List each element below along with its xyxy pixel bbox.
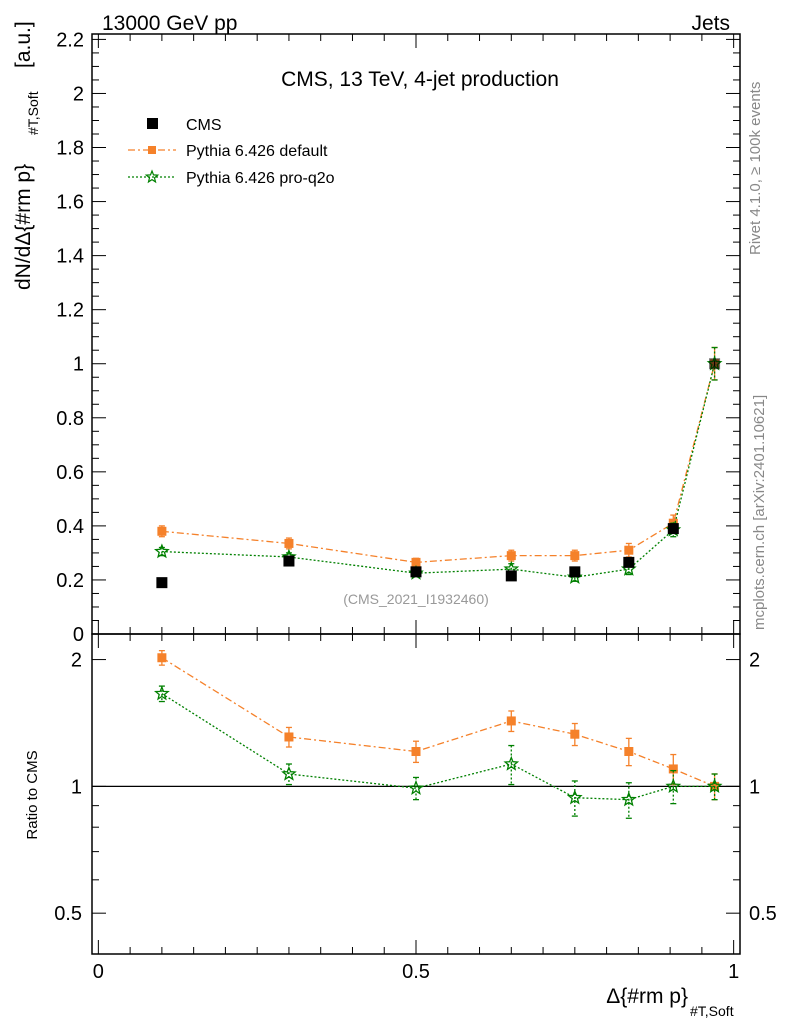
ratio-point-pythia-proq2o — [706, 778, 723, 794]
ratio-line-pythia-proq2o — [161, 693, 715, 801]
legend-label-pythia-proq2o: Pythia 6.426 pro-q2o — [186, 170, 335, 187]
ratio-tick-label-right: 1 — [749, 776, 760, 798]
ratio-point-pythia-default — [570, 729, 580, 739]
category-label: Jets — [691, 12, 730, 35]
ratio-line-pythia-default — [161, 657, 715, 787]
series-line-pythia-default — [161, 363, 716, 564]
y-tick-label: 1.8 — [56, 138, 84, 160]
y-tick-label: 0.2 — [56, 570, 84, 592]
point-cms — [505, 570, 517, 582]
point-cms — [283, 555, 295, 567]
ratio-tick-label: 0.5 — [54, 903, 82, 925]
x-axis-title-sub: #T,Soft — [690, 1003, 734, 1019]
energy-label: 13000 GeV pp — [102, 12, 237, 35]
ratio-point-pythia-proq2o — [566, 789, 583, 805]
legend-marker-pythia-proq2o — [144, 169, 160, 184]
ratio-point-pythia-proq2o — [620, 791, 637, 807]
ratio-tick-label-right: 2 — [749, 650, 760, 672]
ratio-point-pythia-default — [284, 732, 294, 742]
y-tick-label: 2 — [73, 83, 84, 105]
y-tick-label: 0.8 — [56, 408, 84, 430]
ratio-axis-title: Ratio to CMS — [24, 750, 41, 839]
y-tick-label: 0.4 — [56, 516, 84, 538]
y-tick-label: 1.6 — [56, 192, 84, 214]
ratio-point-pythia-default — [624, 747, 634, 757]
ratio-point-pythia-default — [506, 716, 516, 726]
y-tick-label: 2.2 — [56, 29, 84, 51]
ratio-tick-label: 1 — [71, 776, 82, 798]
ratio-point-pythia-default — [411, 747, 421, 757]
series-line-pythia-proq2o — [161, 363, 716, 578]
x-tick-label: 0 — [93, 961, 104, 983]
y-axis-title-unit: [a.u.] — [12, 21, 35, 68]
ratio-point-pythia-default — [157, 653, 167, 663]
legend-marker-cms — [147, 118, 158, 129]
point-cms — [410, 566, 422, 578]
ratio-point-pythia-default — [668, 764, 678, 774]
y-tick-label: 1.2 — [56, 300, 84, 322]
y-tick-label: 1 — [73, 354, 84, 376]
analysis-id: (CMS_2021_I1932460) — [343, 591, 489, 607]
legend: CMS Pythia 6.426 default Pythia 6.426 pr… — [128, 117, 335, 187]
x-tick-label: 0.5 — [402, 961, 430, 983]
ratio-point-pythia-proq2o — [281, 765, 297, 781]
point-pythia-default — [411, 557, 421, 567]
x-tick-label: 1 — [728, 961, 739, 983]
point-cms — [156, 577, 168, 589]
ratio-point-pythia-proq2o — [153, 685, 170, 701]
point-pythia-default — [570, 551, 580, 561]
ratio-point-pythia-proq2o — [665, 778, 682, 794]
legend-label-pythia-default: Pythia 6.426 default — [186, 143, 328, 160]
chart-title: CMS, 13 TeV, 4-jet production — [281, 68, 559, 91]
y-axis-title-sub: #T,Soft — [25, 91, 41, 135]
y-axis-title-main: dN/dΔ{#rm p} — [12, 164, 35, 290]
y-axis-title: dN/dΔ{#rm p} #T,Soft [a.u.] — [12, 21, 41, 290]
point-pythia-proq2o — [153, 543, 170, 559]
point-cms — [623, 556, 635, 568]
axes: 0 0.2 0.4 0.6 0.8 1 1.2 1.4 1.6 1.8 2 2.2 0 0.5 1 0.5 0.… — [54, 29, 777, 983]
legend-label-cms: CMS — [186, 117, 222, 134]
legend-marker-pythia-default — [148, 146, 156, 154]
ratio-point-pythia-proq2o — [503, 755, 520, 771]
point-cms — [709, 358, 721, 370]
ratio-tick-label-right: 0.5 — [749, 903, 777, 925]
y-tick-label: 0 — [73, 624, 84, 646]
point-pythia-default — [157, 526, 167, 536]
y-tick-label: 0.6 — [56, 462, 84, 484]
ratio-tick-label: 2 — [71, 650, 82, 672]
point-cms — [569, 566, 581, 578]
x-axis-title-main: Δ{#rm p} — [606, 985, 688, 1008]
point-pythia-default — [284, 538, 294, 548]
y-tick-label: 1.4 — [56, 246, 84, 268]
data-layer — [153, 346, 723, 819]
rivet-label: Rivet 4.1.0, ≥ 100k events — [747, 82, 764, 255]
mcplots-label: mcplots.cern.ch [arXiv:2401.10621] — [751, 395, 768, 630]
point-cms — [667, 523, 679, 535]
ratio-point-pythia-proq2o — [408, 779, 424, 795]
point-pythia-default — [506, 551, 516, 561]
point-pythia-default — [624, 545, 634, 555]
